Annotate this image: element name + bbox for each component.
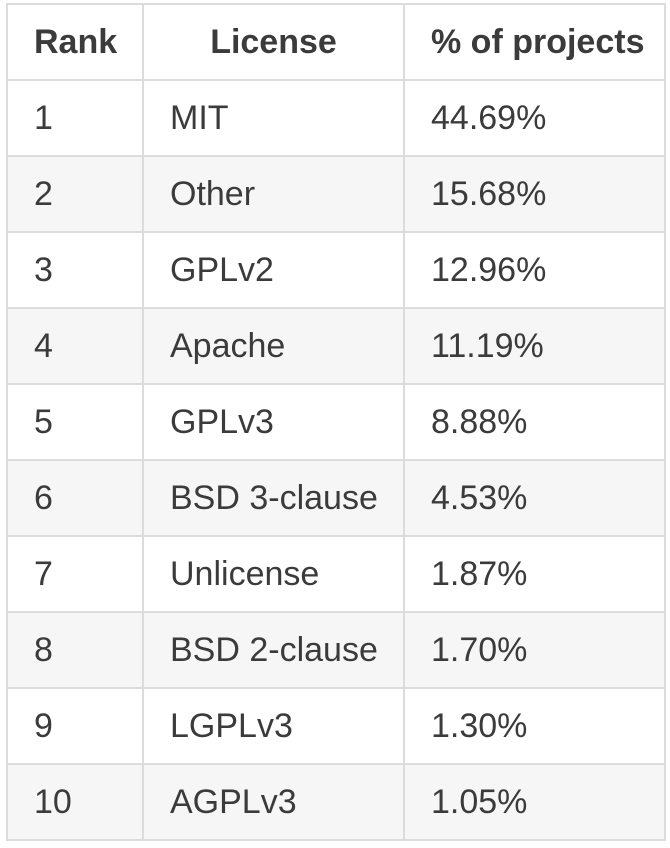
percent-cell: 1.30% [403,687,666,765]
rank-cell: 10 [6,763,144,841]
header-license: License [142,3,405,81]
license-cell: MIT [142,79,405,157]
header-row: Rank License % of projects [6,3,666,81]
percent-cell: 1.87% [403,535,666,613]
rank-cell: 2 [6,155,144,233]
percent-cell: 15.68% [403,155,666,233]
percent-cell: 1.05% [403,763,666,841]
table-body: 1 MIT 44.69% 2 Other 15.68% 3 GPLv2 12.9… [6,79,666,841]
rank-cell: 8 [6,611,144,689]
percent-cell: 44.69% [403,79,666,157]
table-row: 7 Unlicense 1.87% [6,535,666,613]
license-share-table: Rank License % of projects 1 MIT 44.69% … [6,3,666,841]
license-cell: BSD 3-clause [142,459,405,537]
percent-cell: 1.70% [403,611,666,689]
table-row: 9 LGPLv3 1.30% [6,687,666,765]
rank-cell: 4 [6,307,144,385]
table-row: 1 MIT 44.69% [6,79,666,157]
percent-cell: 4.53% [403,459,666,537]
license-cell: LGPLv3 [142,687,405,765]
percent-cell: 11.19% [403,307,666,385]
license-cell: Unlicense [142,535,405,613]
rank-cell: 9 [6,687,144,765]
percent-cell: 12.96% [403,231,666,309]
license-cell: GPLv2 [142,231,405,309]
table-row: 6 BSD 3-clause 4.53% [6,459,666,537]
header-rank: Rank [6,3,144,81]
table-row: 3 GPLv2 12.96% [6,231,666,309]
header-percent: % of projects [403,3,666,81]
table-row: 5 GPLv3 8.88% [6,383,666,461]
rank-cell: 7 [6,535,144,613]
license-cell: BSD 2-clause [142,611,405,689]
license-cell: GPLv3 [142,383,405,461]
rank-cell: 3 [6,231,144,309]
rank-cell: 5 [6,383,144,461]
license-cell: AGPLv3 [142,763,405,841]
license-cell: Apache [142,307,405,385]
table-row: 2 Other 15.68% [6,155,666,233]
license-cell: Other [142,155,405,233]
table-row: 4 Apache 11.19% [6,307,666,385]
table-row: 10 AGPLv3 1.05% [6,763,666,841]
percent-cell: 8.88% [403,383,666,461]
rank-cell: 1 [6,79,144,157]
rank-cell: 6 [6,459,144,537]
table-row: 8 BSD 2-clause 1.70% [6,611,666,689]
table-header: Rank License % of projects [6,3,666,81]
